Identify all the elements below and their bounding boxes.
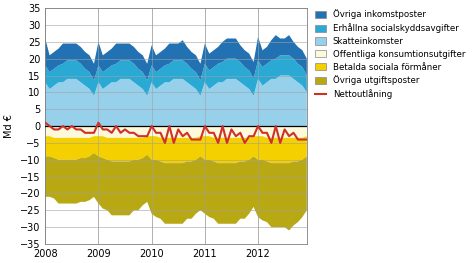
Y-axis label: Md €: Md € (4, 114, 14, 138)
Legend: Övriga inkomstposter, Erhållna socialskyddsavgifter, Skatteinkomster, Offentliga: Övriga inkomstposter, Erhållna socialsky… (314, 8, 467, 101)
